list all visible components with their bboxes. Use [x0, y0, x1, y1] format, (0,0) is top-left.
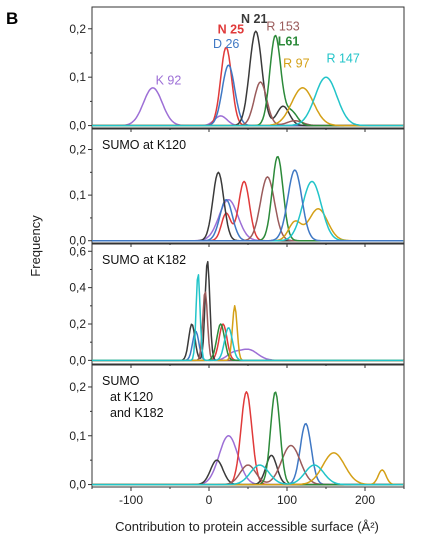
- panel-letter: B: [6, 9, 18, 28]
- series-line-k-92: [92, 348, 404, 362]
- y-tick-label: 0,0: [69, 353, 86, 367]
- series-label-n-21: N 21: [241, 12, 267, 26]
- series-line-n-25: [92, 323, 404, 362]
- panel-2: 0,0 0,1 0,2 SUMO at K120: [69, 128, 405, 248]
- series-line-d-26: [92, 330, 404, 362]
- series-line-r-147: [92, 464, 404, 486]
- series-line-l61: [92, 323, 404, 362]
- series-line-n-25: [92, 180, 404, 242]
- series-line-l61: [92, 155, 404, 242]
- y-tick-label: 0,2: [69, 143, 86, 157]
- y-tick-label: 0,0: [69, 119, 86, 133]
- panel-title: SUMO: [102, 374, 140, 388]
- series-line-r-153: [92, 176, 404, 242]
- series-label-r-153: R 153: [266, 20, 299, 34]
- x-tick-label: 200: [355, 493, 375, 507]
- x-tick-label: 100: [277, 493, 297, 507]
- series-line-k-92: [92, 435, 404, 486]
- series-line-n-21: [92, 30, 404, 127]
- series-label-r-147: R 147: [326, 52, 359, 66]
- series-line-d-26: [92, 169, 404, 242]
- y-tick-label: 0,1: [69, 70, 86, 84]
- y-tick-label: 0,2: [69, 22, 86, 36]
- y-tick-label: 0,2: [69, 317, 86, 331]
- x-axis-title-text: Contribution to protein accessible surfa…: [115, 519, 379, 534]
- panel-title: SUMO at K182: [102, 253, 186, 267]
- series-label-l61: L61: [278, 35, 300, 49]
- panel-3: 0,0 0,2 0,4 0,6 SUMO at K182: [69, 243, 405, 368]
- series-label-k-92: K 92: [156, 73, 182, 87]
- y-tick-label: 0,4: [69, 281, 86, 295]
- x-axis-title: Contribution to protein accessible surfa…: [115, 519, 379, 534]
- series-label-r-97: R 97: [283, 57, 309, 71]
- panel-title: SUMO at K120: [102, 138, 186, 152]
- series-line-r-97: [92, 305, 404, 362]
- series-line-r-147: [92, 76, 404, 127]
- series-label-n-25: N 25: [218, 23, 244, 37]
- y-tick-label: 0,1: [69, 188, 86, 202]
- y-tick-label: 0,0: [69, 478, 86, 492]
- x-tick-label: -100: [119, 493, 143, 507]
- panel-title: and K182: [110, 406, 164, 420]
- y-tick-label: 0,6: [69, 244, 86, 258]
- series-line-k-92: [92, 198, 404, 242]
- y-tick-label: 0,0: [69, 234, 86, 248]
- x-tick-label: 0: [206, 493, 213, 507]
- series-line-n-21: [92, 260, 404, 362]
- series-label-d-26: D 26: [213, 37, 239, 51]
- series-line-d-26: [92, 64, 404, 127]
- series-line-r-147: [92, 274, 404, 362]
- panel-title: at K120: [110, 390, 153, 404]
- y-tick-label: 0,2: [69, 380, 86, 394]
- panel-4: 0,0 0,1 0,2 -100 0 100 200 SUMO at K120 and K182: [69, 364, 405, 507]
- y-tick-label: 0,1: [69, 429, 86, 443]
- series-line-n-21: [92, 171, 404, 242]
- series-line-r-153: [92, 291, 404, 362]
- series-line-r-97: [92, 452, 404, 486]
- y-axis-title: Frequency: [28, 215, 43, 277]
